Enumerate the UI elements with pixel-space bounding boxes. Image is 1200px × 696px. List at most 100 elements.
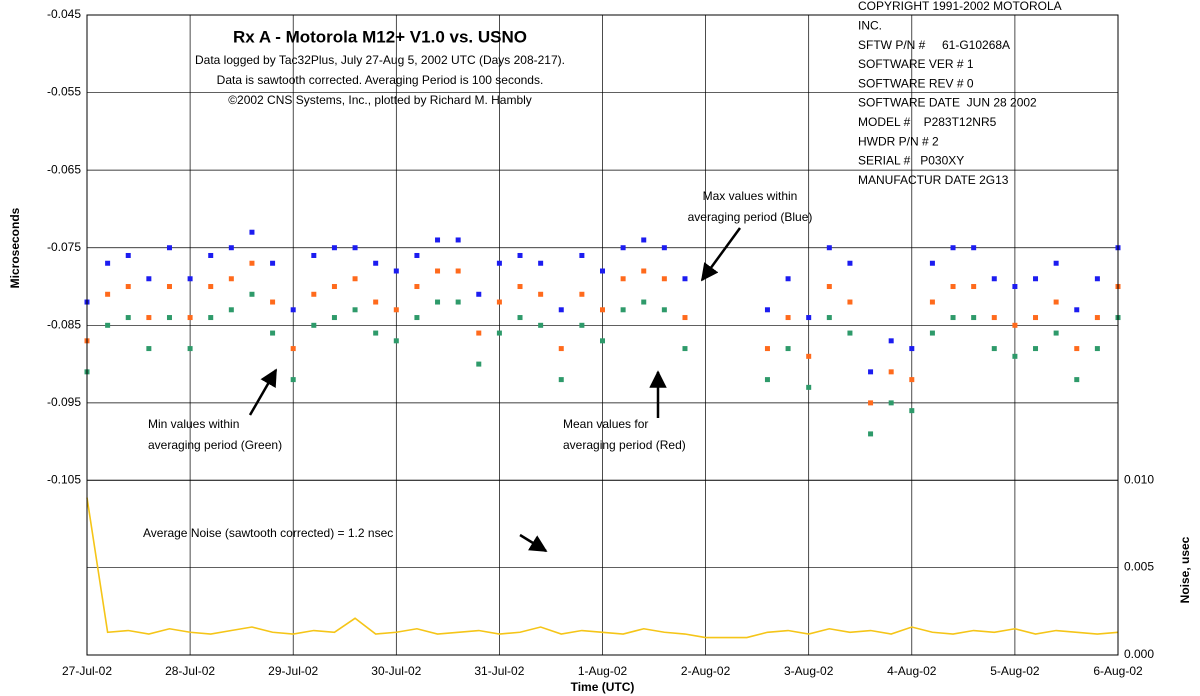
point xyxy=(785,315,791,321)
point xyxy=(146,315,152,321)
x-tick-label: 28-Jul-02 xyxy=(165,664,215,678)
point xyxy=(806,353,812,359)
point xyxy=(1033,276,1039,282)
point xyxy=(352,307,358,313)
point xyxy=(1074,307,1080,313)
point xyxy=(909,346,915,352)
info-line: INC. xyxy=(858,18,882,32)
point xyxy=(105,260,111,266)
y-tick-label: -0.105 xyxy=(47,473,81,487)
annotation-arrows xyxy=(248,227,742,553)
point xyxy=(579,322,585,328)
annotation: Average Noise (sawtooth corrected) = 1.2… xyxy=(143,526,393,540)
point xyxy=(764,346,770,352)
point xyxy=(971,315,977,321)
point xyxy=(270,299,276,305)
point xyxy=(600,338,605,344)
point xyxy=(620,276,626,282)
point xyxy=(1033,346,1039,352)
point xyxy=(1094,346,1100,352)
point xyxy=(166,284,172,290)
point xyxy=(476,291,482,297)
point xyxy=(290,346,296,352)
annotation: averaging period (Red) xyxy=(563,438,686,452)
x-tick-label: 29-Jul-02 xyxy=(268,664,318,678)
point xyxy=(1012,353,1018,359)
point xyxy=(661,245,667,251)
point xyxy=(331,315,337,321)
point xyxy=(331,245,337,251)
point xyxy=(290,307,296,313)
info-line: COPYRIGHT 1991-2002 MOTOROLA xyxy=(858,0,1062,13)
point xyxy=(311,322,317,328)
point xyxy=(393,268,399,274)
y2-tick-label: 0.010 xyxy=(1124,472,1154,486)
point xyxy=(991,276,997,282)
point xyxy=(435,299,441,305)
point xyxy=(971,284,977,290)
point xyxy=(435,237,441,243)
point xyxy=(991,315,997,321)
point xyxy=(125,252,131,258)
point xyxy=(785,276,791,282)
point xyxy=(187,276,193,282)
point xyxy=(414,252,420,258)
annotation: Min values within xyxy=(148,417,239,431)
marks xyxy=(84,229,1121,639)
point xyxy=(971,245,977,251)
annotation: averaging period (Green) xyxy=(148,438,282,452)
point xyxy=(331,284,337,290)
point xyxy=(105,291,111,297)
chart-title: Rx A - Motorola M12+ V1.0 vs. USNO xyxy=(233,27,527,46)
point xyxy=(641,299,647,305)
point xyxy=(496,299,502,305)
point xyxy=(682,346,688,352)
point xyxy=(187,315,193,321)
y-tick-label: -0.085 xyxy=(47,317,81,331)
point xyxy=(1033,315,1039,321)
point xyxy=(1094,276,1100,282)
point xyxy=(929,330,935,336)
point xyxy=(806,315,812,321)
point xyxy=(764,377,770,383)
point xyxy=(208,252,214,258)
x-tick-label: 6-Aug-02 xyxy=(1093,664,1143,678)
point xyxy=(682,315,688,321)
point xyxy=(806,384,812,390)
point xyxy=(476,330,482,336)
point xyxy=(641,237,647,243)
point xyxy=(228,245,234,251)
grid xyxy=(86,14,1119,656)
point xyxy=(888,400,894,406)
point xyxy=(929,299,935,305)
point xyxy=(661,307,667,313)
point xyxy=(414,284,420,290)
point xyxy=(785,346,791,352)
info-line: SFTW P/N # 61-G10268A xyxy=(858,38,1010,52)
point xyxy=(1012,322,1018,328)
point xyxy=(1053,330,1059,336)
y-axis-label: Microseconds xyxy=(8,207,22,288)
x-tick-label: 1-Aug-02 xyxy=(578,664,628,678)
x-tick-label: 30-Jul-02 xyxy=(371,664,421,678)
point xyxy=(311,252,317,258)
x-tick-label: 2-Aug-02 xyxy=(681,664,731,678)
y2-axis-label: Noise, usec xyxy=(1178,536,1192,603)
info-line: SERIAL # P030XY xyxy=(858,154,964,168)
point xyxy=(1012,284,1018,290)
point xyxy=(249,260,255,266)
point xyxy=(1094,315,1100,321)
y2-tick-label: 0.005 xyxy=(1124,560,1154,574)
info-line: SOFTWARE VER # 1 xyxy=(858,57,974,71)
x-tick-label: 31-Jul-02 xyxy=(474,664,524,678)
point xyxy=(166,245,172,251)
point xyxy=(1053,299,1059,305)
plot-frame xyxy=(86,14,1119,656)
point xyxy=(558,307,564,313)
point xyxy=(455,237,461,243)
annotation: Mean values for xyxy=(563,417,648,431)
x-tick-label: 27-Jul-02 xyxy=(62,664,112,678)
point xyxy=(373,260,379,266)
point xyxy=(558,377,564,383)
point xyxy=(1074,346,1080,352)
